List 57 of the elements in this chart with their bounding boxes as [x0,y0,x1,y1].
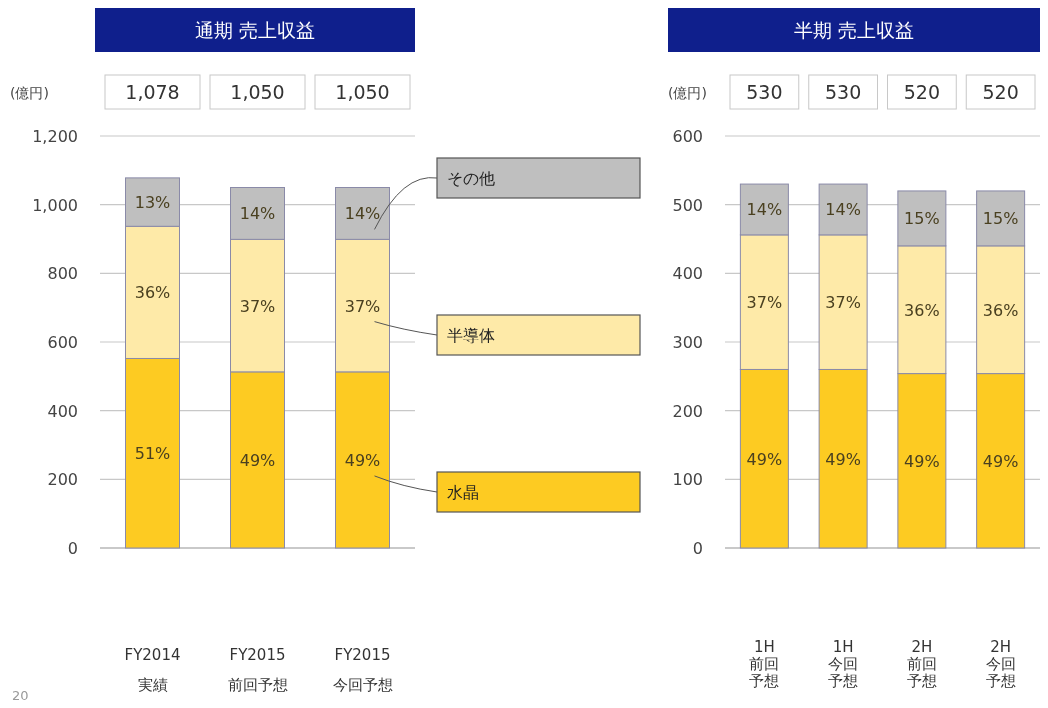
annotation: 15% [982,209,1019,229]
annotation: 51% [134,444,171,464]
annotation: 14% [344,204,381,224]
text: 1,050 [230,81,285,103]
y-tick-label: 200 [672,401,703,421]
annotation: 36% [134,283,171,303]
x-tick-label: 2H今回予想 [985,638,1016,690]
text: 水晶 [447,483,479,502]
annotation: 36% [982,300,1019,320]
y-tick-label: 400 [672,264,703,284]
annotation: 49% [982,451,1019,471]
y-tick-label: 300 [672,333,703,352]
annotation: 37% [344,296,381,316]
y-tick-label: 0 [692,539,703,558]
y-axis-title: (億円) [10,85,49,101]
annotation: 37% [825,293,861,313]
text: 520 [903,81,941,103]
text: 520 [982,81,1019,103]
chart-title: 半期 売上収益 [793,19,915,41]
y-tick-label: 1,200 [32,127,78,146]
text: 20 [12,688,29,703]
annotation: 49% [344,450,381,470]
y-axis-title: (億円) [668,85,707,101]
text: その他 [447,169,495,188]
chart-title: 通期 売上収益 [194,19,316,41]
y-tick-label: 500 [672,195,703,215]
annotation: 36% [904,300,940,320]
annotation: 49% [825,449,861,469]
y-tick-label: 100 [672,470,703,490]
annotation: 49% [904,451,940,471]
y-tick-label: 800 [47,264,78,284]
y-tick-label: 600 [47,333,78,352]
annotation: 37% [746,293,783,313]
annotation: 15% [904,209,940,229]
y-tick-label: 400 [47,401,78,421]
annotation: 14% [825,200,861,220]
text: 530 [824,81,862,103]
text: 1,050 [335,81,390,103]
x-tick-label: FY2015 今回予想 [332,646,393,694]
annotation: 14% [239,204,276,224]
x-tick-label: 2H前回予想 [906,638,937,690]
y-tick-label: 0 [67,539,78,558]
x-tick-label: FY2014 実績 [124,646,181,694]
annotation: 49% [746,449,783,469]
annotation: 13% [134,193,171,213]
text: 半導体 [447,326,495,345]
annotation: 49% [239,450,276,470]
x-tick-label: 1H今回予想 [828,638,859,690]
x-tick-label: FY2015 前回予想 [227,646,288,694]
text: 1,078 [125,81,180,103]
y-tick-label: 600 [672,127,703,146]
y-tick-label: 1,000 [32,195,78,215]
annotation: 14% [746,200,783,220]
text: 530 [746,81,783,103]
annotation: 37% [239,296,276,316]
x-tick-label: 1H前回予想 [749,638,780,690]
y-tick-label: 200 [47,470,78,490]
